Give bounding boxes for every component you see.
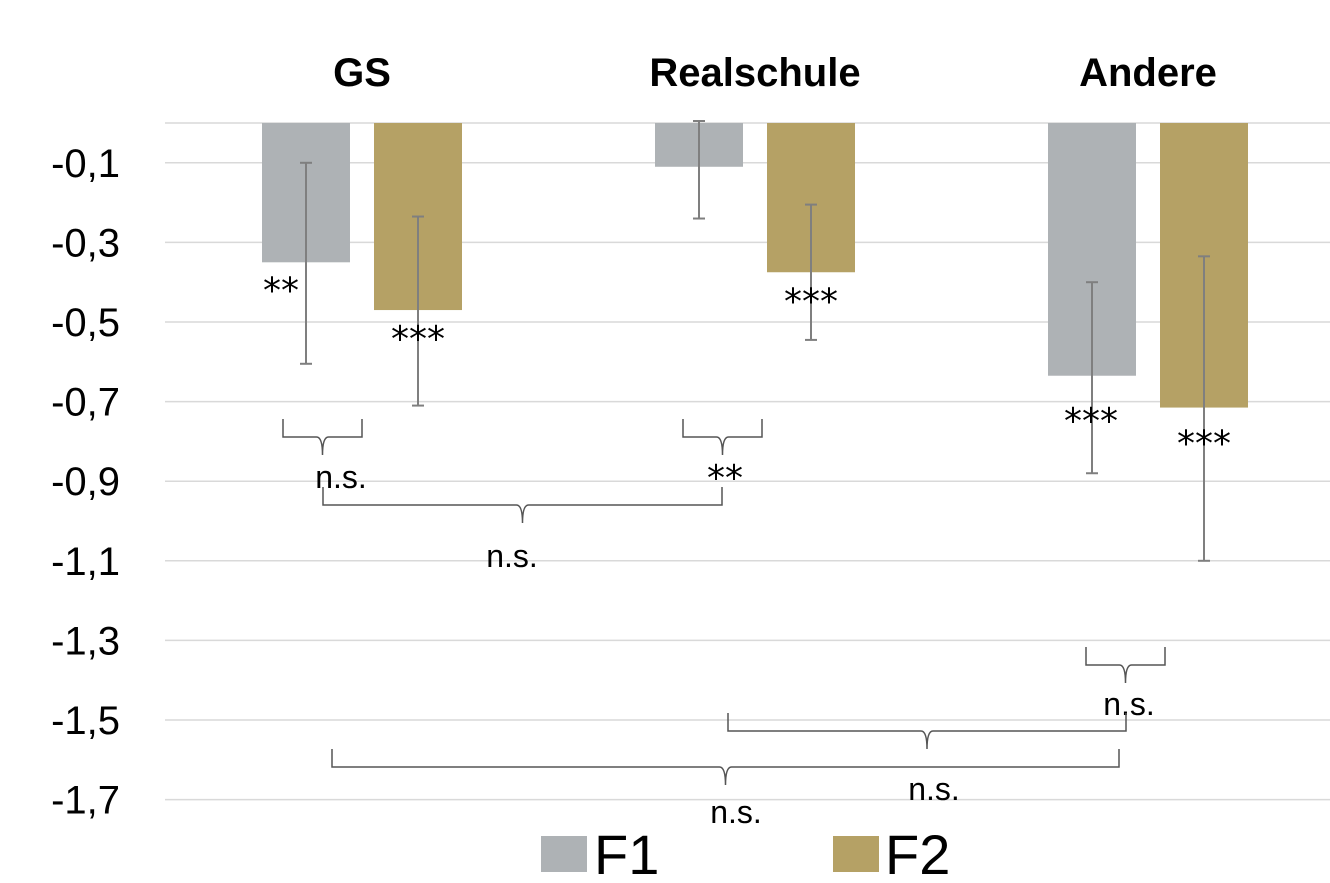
legend-label-f1: F1 (594, 823, 659, 883)
comparison-label: ** (707, 458, 743, 499)
category-label: Andere (1079, 51, 1217, 95)
significance-label: *** (1177, 424, 1231, 465)
y-tick-label: -0,1 (51, 142, 120, 186)
y-tick-label: -0,7 (51, 381, 120, 425)
y-tick-label: -1,5 (51, 699, 120, 743)
comparison-label: n.s. (710, 794, 762, 830)
y-tick-label: -0,9 (51, 460, 120, 504)
comparison-bracket (282, 419, 363, 456)
comparison-bracket (331, 749, 1120, 786)
comparison-bracket (682, 419, 763, 456)
comparison-bracket (727, 713, 1127, 750)
significance-label: *** (784, 281, 838, 322)
comparison-label: n.s. (315, 459, 367, 495)
comparison-label: n.s. (1103, 686, 1155, 722)
significance-label: *** (1064, 401, 1118, 442)
legend-swatch-f1 (541, 836, 587, 872)
y-tick-label: -0,5 (51, 301, 120, 345)
category-label: Realschule (649, 51, 860, 95)
legend-swatch-f2 (833, 836, 879, 872)
category-label: GS (333, 51, 391, 95)
comparison-bracket (322, 487, 723, 524)
y-tick-label: -1,3 (51, 619, 120, 663)
significance-label: ** (263, 270, 299, 311)
comparison-label: n.s. (908, 771, 960, 807)
y-tick-label: -1,1 (51, 540, 120, 584)
y-tick-label: -1,7 (51, 779, 120, 823)
y-tick-label: -0,3 (51, 221, 120, 265)
comparison-label: n.s. (486, 538, 538, 574)
significance-label: *** (391, 319, 445, 360)
comparison-bracket (1085, 647, 1166, 684)
legend-label-f2: F2 (885, 823, 950, 883)
